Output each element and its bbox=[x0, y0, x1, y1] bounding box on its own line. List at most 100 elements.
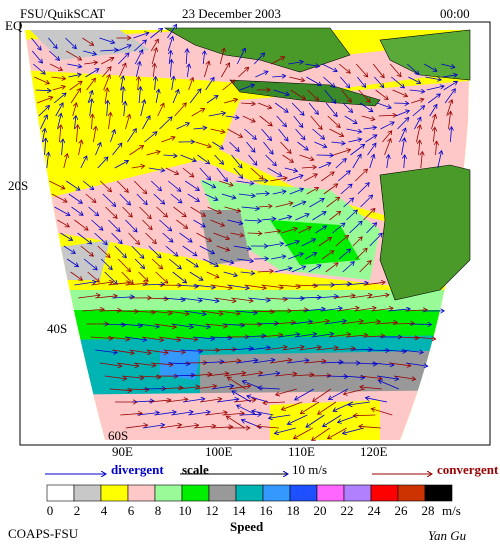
wind-vector bbox=[324, 321, 346, 325]
wind-vector bbox=[107, 337, 130, 339]
wind-vector bbox=[300, 401, 320, 414]
wind-vector bbox=[206, 373, 229, 377]
wind-vector bbox=[176, 425, 199, 429]
lat-label: EQ bbox=[5, 18, 23, 33]
wind-vector bbox=[229, 141, 239, 151]
wind-vector bbox=[103, 324, 125, 325]
date: 23 December 2003 bbox=[182, 6, 281, 21]
wind-vector bbox=[248, 298, 270, 300]
wind-vector bbox=[269, 414, 291, 418]
wind-vector bbox=[175, 336, 198, 340]
wind-vector bbox=[60, 232, 73, 240]
wind-vector bbox=[289, 76, 304, 81]
wind-vector bbox=[313, 388, 332, 401]
wind-vector bbox=[72, 103, 77, 117]
wind-vector bbox=[278, 128, 288, 141]
wind-vector bbox=[83, 50, 96, 54]
wind-vector bbox=[372, 63, 384, 78]
wind-vector bbox=[232, 391, 252, 403]
lon-label: 120E bbox=[360, 444, 388, 459]
wind-vector bbox=[375, 322, 397, 324]
wind-vector bbox=[214, 297, 236, 301]
colorbar-box bbox=[181, 484, 210, 502]
wind-vector bbox=[167, 24, 176, 39]
wind-vector bbox=[193, 285, 215, 287]
wind-vector bbox=[345, 335, 368, 337]
wind-vector bbox=[159, 219, 171, 231]
wind-vector bbox=[99, 180, 111, 192]
wind-vector bbox=[359, 375, 382, 379]
wind-vector bbox=[155, 271, 168, 283]
wind-vector bbox=[352, 154, 361, 169]
wind-vector bbox=[76, 125, 77, 143]
wind-vector bbox=[301, 239, 316, 247]
wind-vector bbox=[337, 308, 359, 312]
wind-vector bbox=[111, 232, 123, 244]
wind-vector bbox=[118, 63, 125, 78]
wind-vector bbox=[88, 206, 99, 216]
wind-vector bbox=[146, 151, 161, 156]
wind-vector bbox=[291, 266, 306, 273]
wind-vector bbox=[116, 362, 139, 366]
wind-vector bbox=[253, 53, 264, 65]
wind-vector bbox=[176, 219, 187, 228]
wind-vector bbox=[433, 127, 434, 143]
wind-vector bbox=[350, 144, 365, 156]
legend-scale-value: 10 m/s bbox=[292, 462, 327, 477]
wind-vector bbox=[343, 388, 365, 394]
wind-vector bbox=[342, 376, 365, 378]
lat-label: 60S bbox=[108, 428, 128, 443]
wind-vector bbox=[354, 169, 367, 182]
wind-vector bbox=[352, 237, 363, 247]
wind-vector bbox=[32, 63, 45, 74]
wind-vector bbox=[325, 263, 338, 273]
wind-vector bbox=[346, 128, 361, 132]
wind-vector bbox=[325, 376, 348, 377]
wind-vector bbox=[320, 362, 343, 363]
colorbar-tick: 8 bbox=[155, 503, 162, 518]
wind-vector bbox=[189, 374, 212, 376]
wind-vector bbox=[162, 232, 173, 242]
wind-vector bbox=[371, 363, 394, 365]
wind-vector bbox=[401, 349, 423, 352]
wind-vector bbox=[188, 412, 210, 416]
wind-vector bbox=[310, 115, 322, 129]
wind-vector bbox=[238, 194, 255, 196]
wind-vector bbox=[139, 87, 140, 104]
wind-vector bbox=[443, 81, 458, 91]
wind-vector bbox=[414, 117, 420, 130]
wind-vector bbox=[158, 336, 181, 340]
wind-vector bbox=[406, 63, 419, 75]
wind-vector bbox=[225, 116, 239, 118]
wind-vector bbox=[209, 337, 232, 338]
wind-vector bbox=[182, 167, 194, 177]
wind-vector bbox=[165, 245, 178, 256]
wind-vector bbox=[412, 106, 425, 117]
wind-vector bbox=[327, 115, 340, 128]
wind-vector bbox=[429, 104, 437, 117]
wind-vector bbox=[365, 398, 388, 403]
wind-vector bbox=[221, 193, 236, 198]
wind-vector bbox=[108, 282, 130, 286]
wind-vector bbox=[363, 208, 374, 221]
wind-vector bbox=[289, 189, 304, 195]
wind-vector bbox=[196, 232, 212, 241]
wind-vector bbox=[193, 426, 216, 428]
wind-vector bbox=[341, 321, 363, 325]
wind-vector bbox=[227, 219, 242, 224]
wind-vector bbox=[203, 51, 205, 65]
wind-vector bbox=[293, 115, 303, 127]
wind-vector bbox=[223, 99, 237, 104]
colorbar-tick: 0 bbox=[47, 503, 54, 518]
wind-vector bbox=[346, 283, 368, 285]
colorbar-tick: 10 bbox=[179, 503, 192, 518]
wind-vector bbox=[375, 89, 389, 100]
wind-vector bbox=[97, 157, 108, 169]
wind-vector bbox=[357, 76, 365, 87]
colorbar-label: Speed bbox=[230, 519, 264, 534]
wind-vector bbox=[231, 154, 242, 168]
colorbar-box bbox=[262, 484, 291, 502]
wind-vector bbox=[195, 141, 211, 147]
wind-vector bbox=[227, 377, 247, 390]
wind-vector bbox=[427, 94, 440, 104]
